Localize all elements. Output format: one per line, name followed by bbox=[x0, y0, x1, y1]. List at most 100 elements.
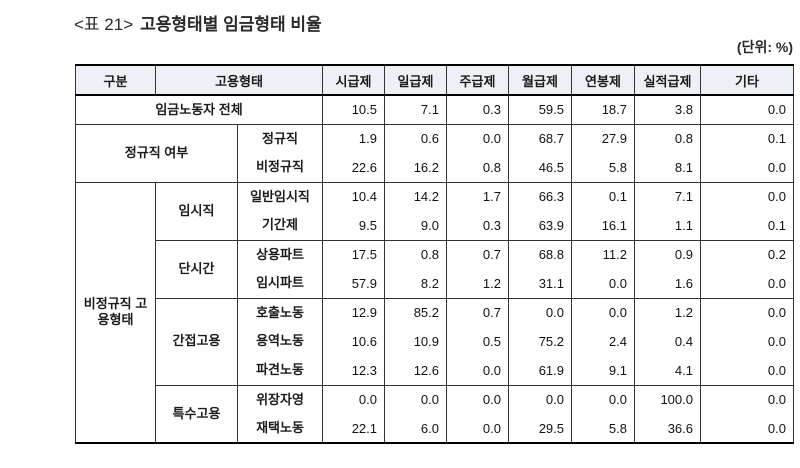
value-cell: 0.8 bbox=[446, 153, 509, 182]
value-cell: 0.0 bbox=[571, 384, 635, 414]
value-cell: 18.7 bbox=[571, 94, 635, 124]
value-cell: 0.0 bbox=[700, 356, 794, 385]
value-cell: 66.3 bbox=[508, 181, 572, 211]
value-cell: 1.6 bbox=[634, 269, 701, 298]
row-label: 비정규직 bbox=[237, 153, 323, 182]
value-cell: 0.3 bbox=[446, 94, 509, 124]
value-cell: 17.5 bbox=[322, 239, 385, 269]
row-label: 임금노동자 전체 bbox=[75, 94, 323, 124]
column-header-employment-type: 고용형태 bbox=[155, 64, 323, 96]
table-row: 임금노동자 전체 10.5 7.1 0.3 59.5 18.7 3.8 0.0 bbox=[75, 94, 794, 124]
value-cell: 0.0 bbox=[700, 384, 794, 414]
column-header-hourly: 시급제 bbox=[322, 64, 385, 96]
value-cell: 85.2 bbox=[384, 297, 447, 327]
value-cell: 5.8 bbox=[571, 414, 635, 443]
value-cell: 0.3 bbox=[446, 211, 509, 240]
value-cell: 0.0 bbox=[571, 297, 635, 327]
value-cell: 59.5 bbox=[508, 94, 572, 124]
value-cell: 0.6 bbox=[384, 123, 447, 153]
value-cell: 9.5 bbox=[322, 211, 385, 240]
table-row: 단시간 상용파트 17.5 0.8 0.7 68.8 11.2 0.9 0.2 bbox=[76, 239, 794, 298]
value-cell: 4.1 bbox=[634, 356, 701, 385]
column-header-daily: 일급제 bbox=[384, 64, 447, 96]
group-label: 단시간 bbox=[155, 239, 238, 298]
table-row: 용역노동 10.6 10.9 0.5 75.2 2.4 0.4 0.0 bbox=[76, 327, 794, 356]
value-cell: 7.1 bbox=[384, 94, 447, 124]
table-row: 재택노동 22.1 6.0 0.0 29.5 5.8 36.6 0.0 bbox=[76, 414, 794, 443]
column-header-performance: 실적급제 bbox=[634, 64, 701, 96]
value-cell: 100.0 bbox=[634, 384, 701, 414]
value-cell: 9.1 bbox=[571, 356, 635, 385]
row-label: 호출노동 bbox=[237, 297, 323, 327]
value-cell: 10.6 bbox=[322, 327, 385, 356]
column-header-gubun: 구분 bbox=[75, 64, 156, 96]
value-cell: 0.0 bbox=[700, 153, 794, 182]
row-label: 기간제 bbox=[237, 211, 323, 240]
value-cell: 7.1 bbox=[634, 181, 701, 211]
column-header-other: 기타 bbox=[700, 64, 794, 96]
value-cell: 0.0 bbox=[384, 384, 447, 414]
value-cell: 5.8 bbox=[571, 153, 635, 182]
row-label: 위장자영 bbox=[237, 384, 323, 414]
table-row: 비정규직 22.6 16.2 0.8 46.5 5.8 8.1 0.0 bbox=[76, 153, 794, 182]
value-cell: 1.9 bbox=[322, 123, 385, 153]
value-cell: 0.0 bbox=[508, 297, 572, 327]
value-cell: 0.1 bbox=[571, 181, 635, 211]
value-cell: 16.2 bbox=[384, 153, 447, 182]
value-cell: 63.9 bbox=[508, 211, 572, 240]
value-cell: 1.1 bbox=[634, 211, 701, 240]
value-cell: 0.4 bbox=[634, 327, 701, 356]
row-label: 재택노동 bbox=[237, 414, 323, 443]
value-cell: 10.4 bbox=[322, 181, 385, 211]
row-label: 상용파트 bbox=[237, 239, 323, 269]
section-label: 비정규직 고용형태 bbox=[75, 181, 156, 443]
value-cell: 0.7 bbox=[446, 297, 509, 327]
table-row: 특수고용 위장자영 0.0 0.0 0.0 0.0 0.0 100.0 0.0 bbox=[76, 384, 794, 443]
value-cell: 22.6 bbox=[322, 153, 385, 182]
group-label: 특수고용 bbox=[155, 384, 238, 443]
header-row: 구분 고용형태 시급제 일급제 주급제 월급제 연봉제 실적급제 기타 bbox=[75, 64, 794, 96]
value-cell: 2.4 bbox=[571, 327, 635, 356]
value-cell: 31.1 bbox=[508, 269, 572, 298]
value-cell: 57.9 bbox=[322, 269, 385, 298]
value-cell: 68.8 bbox=[508, 239, 572, 269]
table-row: 비정규직 고용형태 임시직 일반임시직 10.4 14.2 1.7 66.3 0… bbox=[75, 181, 794, 443]
value-cell: 0.0 bbox=[571, 269, 635, 298]
section-label: 정규직 여부 bbox=[75, 123, 238, 182]
value-cell: 0.0 bbox=[446, 414, 509, 443]
value-cell: 0.0 bbox=[508, 384, 572, 414]
value-cell: 8.2 bbox=[384, 269, 447, 298]
value-cell: 0.0 bbox=[700, 269, 794, 298]
value-cell: 0.8 bbox=[634, 123, 701, 153]
table-row: 임시파트 57.9 8.2 1.2 31.1 0.0 1.6 0.0 bbox=[76, 269, 794, 298]
value-cell: 3.8 bbox=[634, 94, 701, 124]
value-cell: 12.6 bbox=[384, 356, 447, 385]
value-cell: 0.2 bbox=[700, 239, 794, 269]
value-cell: 14.2 bbox=[384, 181, 447, 211]
value-cell: 0.1 bbox=[700, 211, 794, 240]
value-cell: 29.5 bbox=[508, 414, 572, 443]
value-cell: 0.0 bbox=[446, 356, 509, 385]
value-cell: 0.1 bbox=[700, 123, 794, 153]
row-label: 파견노동 bbox=[237, 356, 323, 385]
value-cell: 27.9 bbox=[571, 123, 635, 153]
value-cell: 0.0 bbox=[446, 384, 509, 414]
value-cell: 0.0 bbox=[700, 327, 794, 356]
value-cell: 61.9 bbox=[508, 356, 572, 385]
value-cell: 11.2 bbox=[571, 239, 635, 269]
row-label: 일반임시직 bbox=[237, 181, 323, 211]
value-cell: 22.1 bbox=[322, 414, 385, 443]
value-cell: 0.0 bbox=[446, 123, 509, 153]
value-cell: 68.7 bbox=[508, 123, 572, 153]
value-cell: 12.9 bbox=[322, 297, 385, 327]
value-cell: 6.0 bbox=[384, 414, 447, 443]
group-label: 간접고용 bbox=[155, 297, 238, 385]
value-cell: 36.6 bbox=[634, 414, 701, 443]
table-number-tag: <표 21> bbox=[74, 15, 134, 34]
value-cell: 0.8 bbox=[384, 239, 447, 269]
value-cell: 0.7 bbox=[446, 239, 509, 269]
table-row: 간접고용 호출노동 12.9 85.2 0.7 0.0 0.0 1.2 0.0 bbox=[76, 297, 794, 385]
row-label: 정규직 bbox=[237, 123, 323, 153]
value-cell: 0.0 bbox=[322, 384, 385, 414]
column-header-annual: 연봉제 bbox=[571, 64, 635, 96]
